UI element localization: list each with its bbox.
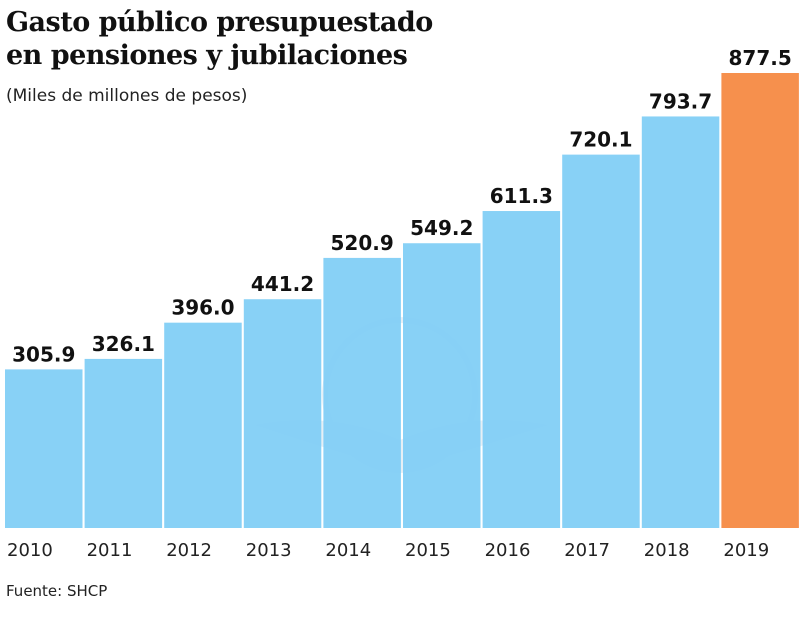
chart-subtitle: (Miles de millones de pesos): [6, 86, 248, 106]
bar-2013: [243, 299, 322, 528]
x-tick-2018: 2018: [644, 540, 690, 561]
bar-2018: [641, 116, 720, 529]
bar-2012: [164, 322, 242, 528]
value-label-2019: 877.5: [729, 46, 792, 70]
value-label-2015: 549.2: [410, 216, 473, 240]
x-tick-2011: 2011: [87, 540, 133, 561]
value-label-2010: 305.9: [12, 342, 75, 366]
value-label-2011: 326.1: [92, 332, 155, 356]
chart-title: Gasto público presupuestado en pensiones …: [6, 7, 433, 71]
x-tick-2017: 2017: [564, 540, 610, 561]
bar-2016: [482, 211, 561, 528]
value-label-2018: 793.7: [649, 89, 712, 113]
x-tick-2014: 2014: [325, 540, 371, 561]
bar-2010: [5, 369, 83, 528]
value-label-2017: 720.1: [569, 128, 632, 152]
value-label-2013: 441.2: [251, 272, 314, 296]
x-tick-2012: 2012: [166, 540, 212, 561]
x-tick-2013: 2013: [246, 540, 292, 561]
x-tick-2010: 2010: [7, 540, 53, 561]
x-tick-2016: 2016: [485, 540, 531, 561]
bar-2015: [403, 243, 481, 529]
value-label-2012: 396.0: [171, 296, 234, 320]
x-tick-2019: 2019: [723, 540, 769, 561]
bar-2019: [721, 73, 799, 528]
bar-2017: [562, 154, 640, 529]
x-tick-2015: 2015: [405, 540, 451, 561]
bar-2014: [323, 257, 401, 528]
value-label-2014: 520.9: [331, 231, 394, 255]
source-note: Fuente: SHCP: [6, 582, 108, 600]
bar-2011: [84, 358, 163, 528]
value-label-2016: 611.3: [490, 184, 553, 208]
